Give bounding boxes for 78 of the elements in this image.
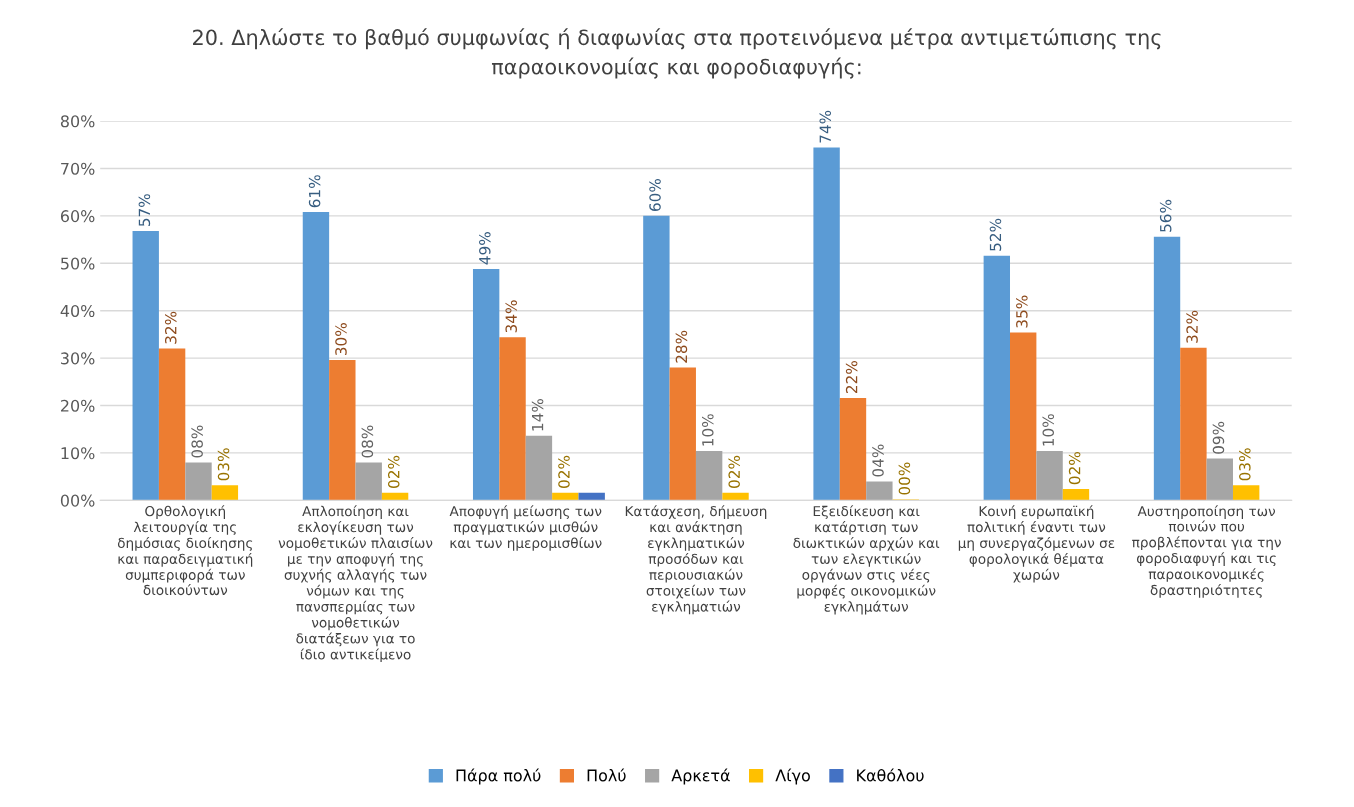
data-label: 14%	[531, 398, 544, 431]
bar	[813, 147, 840, 501]
bar	[1206, 458, 1233, 501]
legend-label: Λίγο	[775, 768, 810, 785]
legend-label: Αρκετά	[671, 768, 730, 785]
bar	[552, 492, 579, 501]
y-tick-label: 70%	[61, 162, 95, 175]
data-label: 00%	[898, 462, 911, 495]
bar	[1062, 488, 1090, 501]
bar	[983, 255, 1011, 501]
data-label: 49%	[479, 232, 491, 265]
legend-label: Πολύ	[587, 768, 626, 782]
data-label: 32%	[1186, 310, 1198, 343]
data-label: 10%	[1042, 414, 1055, 446]
data-label: 02%	[387, 455, 400, 488]
y-tick-label: 50%	[61, 257, 95, 270]
data-label: 08%	[191, 425, 203, 458]
data-label: 56%	[1159, 199, 1172, 232]
data-label: 03%	[1239, 448, 1251, 481]
legend-label: Πάρα πολύ	[456, 768, 541, 785]
data-label: 02%	[1068, 452, 1081, 485]
x-tick-label: Αυστηροποίηση των ποινών που προβλέπονται για την φοροδιαφυγή και τις παραοικονομικές δραστηριότητες	[1132, 505, 1281, 598]
bar	[211, 485, 239, 501]
bar	[499, 337, 526, 501]
y-tick-label: 40%	[60, 304, 95, 317]
data-label: 52%	[989, 218, 1002, 251]
bar	[669, 367, 696, 501]
bar	[866, 481, 893, 501]
bar	[1153, 236, 1181, 501]
y-tick-label: 00%	[60, 494, 95, 507]
bar	[1180, 347, 1207, 501]
bar	[329, 360, 356, 501]
x-tick-label: Κοινή ευρωπαϊκή πολιτική έναντι των μη συνεργαζόμενων σε φορολογικά θέματα χωρών	[958, 505, 1115, 583]
data-label: 74%	[819, 110, 832, 143]
bar	[839, 397, 867, 501]
y-tick-label: 10%	[61, 447, 95, 460]
bar	[381, 492, 409, 501]
bar	[525, 435, 553, 501]
bar	[158, 348, 186, 501]
bar	[472, 268, 500, 501]
data-label: 09%	[1212, 421, 1225, 454]
bar	[643, 215, 670, 501]
data-label: 60%	[649, 178, 661, 212]
bar	[132, 231, 159, 501]
x-tick-label: Ορθολογική λειτουργία της δημόσιας διοίκησης και παραδειγματική συμπεριφορά των διοικούντων	[117, 505, 253, 596]
bar	[1232, 485, 1260, 501]
data-label: 34%	[505, 300, 517, 333]
data-label: 57%	[138, 194, 151, 227]
category-label: Απλοποίηση και εκλογίκευση των νομοθετικών πλαισίων με την αποφυγή της συχνής αλλαγής των νόμων και της πανσπερμίας των νομοθετικών διατάξεων για το ίδιο αντικείμενο	[278, 505, 433, 663]
x-tick-label: Εξειδίκευση και κατάρτιση των διωκτικών αρχών και των ελεγκτικών οργάνων στις νέες μορφές οικονομικών εγκλημάτων	[793, 505, 940, 615]
bar	[1036, 451, 1063, 501]
data-label: 10%	[702, 414, 714, 446]
data-label: 32%	[164, 311, 177, 344]
bar	[578, 492, 605, 501]
bar	[1010, 332, 1037, 501]
y-tick-label: 30%	[61, 352, 95, 365]
y-tick-label: 20%	[61, 399, 95, 412]
x-tick-label: Αποφυγή μείωσης των πραγματικών μισθών και των ημερομισθίων	[449, 505, 602, 551]
data-label: 22%	[845, 361, 858, 394]
bar	[185, 462, 212, 501]
x-tick-label: Κατάσχεση, δήμευση και ανάκτηση εγκληματικών προσόδων και περιουσιακών στοιχείων των εγκληματιών	[625, 505, 767, 615]
data-label: 02%	[728, 455, 740, 488]
data-label: 30%	[335, 323, 347, 356]
data-label: 03%	[217, 448, 230, 481]
data-label: 04%	[872, 444, 884, 477]
data-label: 02%	[558, 455, 570, 488]
data-label: 08%	[361, 425, 374, 458]
y-tick-label: 60%	[60, 210, 95, 223]
bar	[302, 212, 330, 501]
legend-label: Καθόλου	[857, 768, 924, 782]
data-label: 35%	[1016, 295, 1028, 328]
data-label: 28%	[675, 330, 688, 363]
bar	[355, 462, 382, 501]
y-tick-label: 80%	[60, 115, 95, 128]
chart-title: 20. Δηλώστε το βαθμό συμφωνίας ή διαφωνίας στα προτεινόμενα μέτρα αντιμετώπισης της παραοικονομίας και φοροδιαφυγής:	[193, 28, 1161, 79]
bar	[722, 492, 749, 501]
data-label: 61%	[308, 175, 321, 208]
bar	[695, 451, 723, 501]
